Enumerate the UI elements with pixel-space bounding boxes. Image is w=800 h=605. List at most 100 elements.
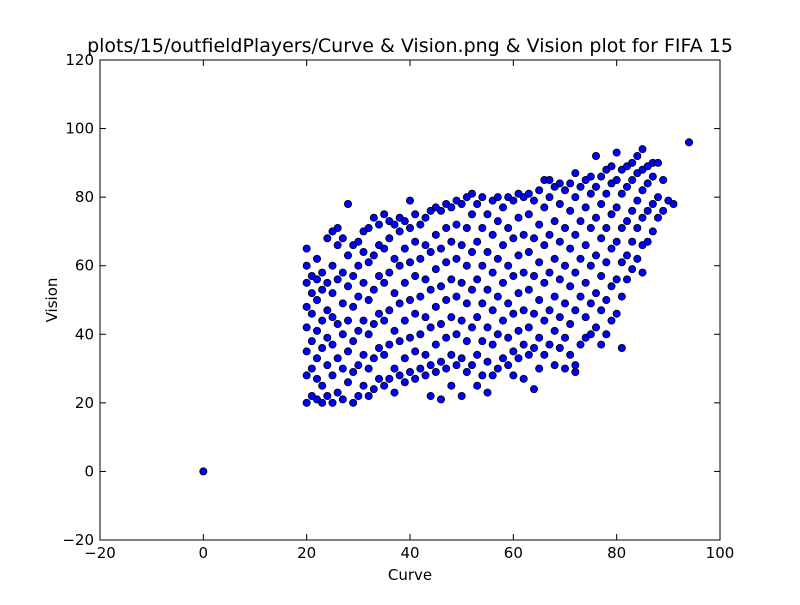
y-tick-label: 100	[65, 120, 94, 138]
data-point	[318, 381, 327, 390]
data-point	[421, 241, 430, 250]
data-point	[343, 199, 352, 208]
data-point	[302, 347, 311, 356]
data-point	[421, 313, 430, 322]
data-point	[416, 254, 425, 263]
data-point	[473, 199, 482, 208]
data-point	[504, 361, 513, 370]
data-point	[530, 343, 539, 352]
data-point	[550, 326, 559, 335]
data-point	[654, 193, 663, 202]
data-point	[411, 237, 420, 246]
data-point	[498, 316, 507, 325]
data-point	[638, 268, 647, 277]
data-point	[390, 220, 399, 229]
data-point	[524, 323, 533, 332]
data-point	[643, 179, 652, 188]
data-point	[405, 367, 414, 376]
data-point	[617, 258, 626, 267]
data-point	[483, 247, 492, 256]
data-point	[457, 316, 466, 325]
data-point	[426, 247, 435, 256]
data-point	[571, 367, 580, 376]
data-point	[623, 182, 632, 191]
data-point	[467, 189, 476, 198]
data-point	[478, 337, 487, 346]
data-point	[633, 196, 642, 205]
data-point	[493, 254, 502, 263]
data-point	[405, 258, 414, 267]
data-point	[550, 254, 559, 263]
data-point	[483, 388, 492, 397]
data-point	[602, 258, 611, 267]
data-point	[452, 330, 461, 339]
data-point	[312, 374, 321, 383]
data-point	[550, 292, 559, 301]
data-point	[390, 364, 399, 373]
data-point	[385, 306, 394, 315]
data-point	[447, 275, 456, 284]
data-point	[349, 398, 358, 407]
data-point	[478, 371, 487, 380]
data-point	[592, 213, 601, 222]
data-point	[436, 395, 445, 404]
data-point	[581, 313, 590, 322]
data-point	[421, 213, 430, 222]
data-point	[390, 326, 399, 335]
data-point	[545, 230, 554, 239]
data-point	[592, 323, 601, 332]
data-point	[302, 278, 311, 287]
data-point	[359, 350, 368, 359]
data-point	[421, 275, 430, 284]
data-point	[395, 337, 404, 346]
data-point	[530, 309, 539, 318]
data-point	[519, 230, 528, 239]
data-point	[478, 261, 487, 270]
data-point	[545, 268, 554, 277]
data-point	[343, 316, 352, 325]
x-tick-label: 40	[400, 544, 419, 562]
data-point	[385, 374, 394, 383]
data-point	[592, 289, 601, 298]
data-point	[369, 354, 378, 363]
data-point	[318, 316, 327, 325]
data-point	[390, 289, 399, 298]
data-point	[488, 306, 497, 315]
data-point	[457, 354, 466, 363]
data-point	[354, 261, 363, 270]
data-point	[421, 350, 430, 359]
data-point	[566, 282, 575, 291]
data-point	[467, 247, 476, 256]
data-point	[483, 210, 492, 219]
data-point	[514, 213, 523, 222]
data-point	[519, 374, 528, 383]
data-point	[498, 354, 507, 363]
data-point	[555, 179, 564, 188]
data-point	[421, 371, 430, 380]
data-point	[338, 330, 347, 339]
data-point	[530, 385, 539, 394]
data-point	[623, 275, 632, 284]
data-point	[628, 158, 637, 167]
data-point	[467, 361, 476, 370]
data-point	[467, 323, 476, 332]
data-point	[617, 343, 626, 352]
data-point	[380, 381, 389, 390]
data-point	[431, 230, 440, 239]
data-point	[364, 330, 373, 339]
data-point	[586, 299, 595, 308]
data-point	[488, 340, 497, 349]
data-point	[514, 289, 523, 298]
data-point	[462, 299, 471, 308]
data-point	[540, 278, 549, 287]
data-point	[374, 343, 383, 352]
data-point	[473, 381, 482, 390]
data-point	[669, 199, 678, 208]
data-point	[426, 285, 435, 294]
data-point	[323, 361, 332, 370]
x-tick-label: 20	[297, 544, 316, 562]
data-point	[555, 237, 564, 246]
data-point	[685, 138, 694, 147]
data-point	[576, 217, 585, 226]
data-point	[467, 210, 476, 219]
